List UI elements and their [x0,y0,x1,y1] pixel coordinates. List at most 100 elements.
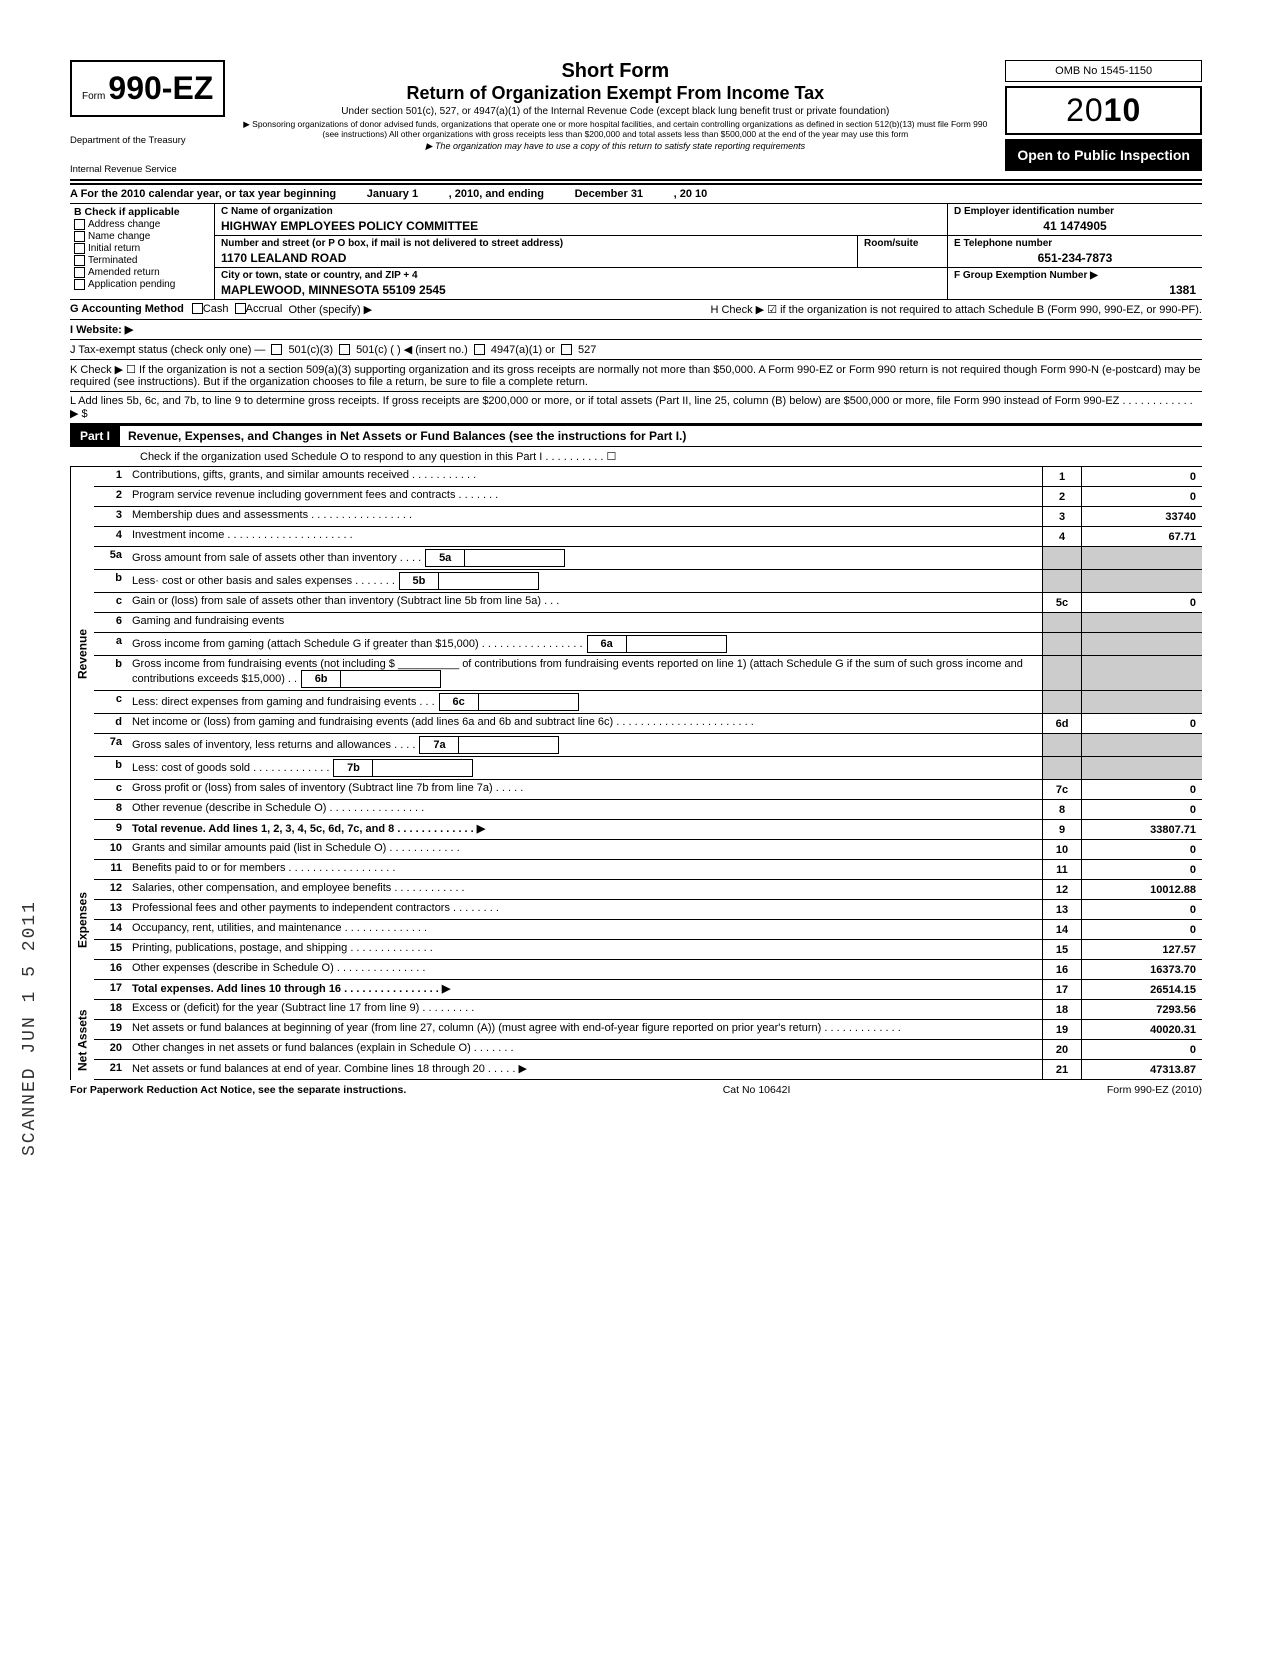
line-num-b: b [94,656,128,690]
line-num-1: 1 [94,467,128,486]
cash-label: Cash [203,303,229,316]
line-2: 2Program service revenue including gover… [94,487,1202,507]
section-b-item-3: Terminated [74,255,210,266]
amt-box-1: 1 [1042,467,1082,486]
line-desc-a: Gross income from gaming (attach Schedul… [128,633,1042,655]
netassets-side-label: Net Assets [70,1000,94,1080]
line-b: bLess· cost or other basis and sales exp… [94,570,1202,593]
line-num-11: 11 [94,860,128,879]
527-checkbox[interactable] [561,344,572,355]
section-b-item-4: Amended return [74,267,210,278]
cash-checkbox[interactable] [192,303,203,314]
right-header: OMB No 1545-1150 2010 Open to Public Ins… [1005,60,1202,175]
section-b-label-1: Name change [88,231,150,242]
section-b-label-3: Terminated [88,255,137,266]
section-b-checkbox-2[interactable] [74,243,85,254]
amt-box-19: 19 [1042,1020,1082,1039]
line-desc-6: Gaming and fundraising events [128,613,1042,632]
line-d: dNet income or (loss) from gaming and fu… [94,714,1202,734]
bcde-row: B Check if applicable Address changeName… [70,204,1202,300]
accrual-checkbox[interactable] [235,303,246,314]
amt-box-16: 16 [1042,960,1082,979]
section-b-label-2: Initial return [88,243,140,254]
section-b-checkbox-4[interactable] [74,267,85,278]
amt-val-15: 127.57 [1082,940,1202,959]
main-title: Return of Organization Exempt From Incom… [235,83,995,104]
section-def: D Employer identification number 41 1474… [947,204,1202,299]
copy-note: ▶ The organization may have to use a cop… [235,141,995,152]
line-a: aGross income from gaming (attach Schedu… [94,633,1202,656]
line-desc-c: Gain or (loss) from sale of assets other… [128,593,1042,612]
line-21: 21Net assets or fund balances at end of … [94,1060,1202,1080]
sub-val-6b [341,670,441,688]
form-number: 990-EZ [108,70,213,106]
amt-box-2: 2 [1042,487,1082,506]
netassets-section: Net Assets 18Excess or (deficit) for the… [70,1000,1202,1080]
sub-num-6c: 6c [439,693,479,711]
line-desc-15: Printing, publications, postage, and shi… [128,940,1042,959]
line-num-21: 21 [94,1060,128,1079]
line-desc-16: Other expenses (describe in Schedule O) … [128,960,1042,979]
sub-num-5b: 5b [399,572,439,590]
line-11: 11Benefits paid to or for members . . . … [94,860,1202,880]
amt-box-11: 11 [1042,860,1082,879]
amt-num-shade-b [1042,757,1082,779]
org-name-value: HIGHWAY EMPLOYEES POLICY COMMITTEE [221,219,941,233]
line-desc-13: Professional fees and other payments to … [128,900,1042,919]
amt-val-3: 33740 [1082,507,1202,526]
amt-val-19: 40020.31 [1082,1020,1202,1039]
amt-num-shade-a [1042,633,1082,655]
line-desc-19: Net assets or fund balances at beginning… [128,1020,1042,1039]
amt-val-17: 26514.15 [1082,980,1202,999]
footer-mid: Cat No 10642I [723,1084,791,1096]
line-3: 3Membership dues and assessments . . . .… [94,507,1202,527]
footer-row: For Paperwork Reduction Act Notice, see … [70,1080,1202,1096]
line-num-5a: 5a [94,547,128,569]
expenses-side-label: Expenses [70,840,94,1000]
amt-box-10: 10 [1042,840,1082,859]
line-6: 6Gaming and fundraising events [94,613,1202,633]
line-desc-b: Less· cost or other basis and sales expe… [128,570,1042,592]
amt-val-shade-b [1082,656,1202,690]
line-num-d: d [94,714,128,733]
revenue-section: Revenue 1Contributions, gifts, grants, a… [70,467,1202,840]
501c-checkbox[interactable] [339,344,350,355]
sub-val-7b [373,759,473,777]
line-num-3: 3 [94,507,128,526]
section-b-checkbox-1[interactable] [74,231,85,242]
amt-box-4: 4 [1042,527,1082,546]
title-block: Short Form Return of Organization Exempt… [225,60,1005,175]
section-b-checkbox-0[interactable] [74,219,85,230]
accrual-label: Accrual [246,303,283,316]
amt-box-6d: 6d [1042,714,1082,733]
line-num-13: 13 [94,900,128,919]
tax-year-box: 2010 [1005,86,1202,135]
line-desc-14: Occupancy, rent, utilities, and maintena… [128,920,1042,939]
amt-num-blank-6 [1042,613,1082,632]
sub-num-7b: 7b [333,759,373,777]
section-b-checkbox-3[interactable] [74,255,85,266]
amt-val-21: 47313.87 [1082,1060,1202,1079]
amt-val-8: 0 [1082,800,1202,819]
amt-val-7c: 0 [1082,780,1202,799]
amt-val-shade-a [1082,633,1202,655]
line-8: 8Other revenue (describe in Schedule O) … [94,800,1202,820]
amt-val-4: 67.71 [1082,527,1202,546]
line-num-18: 18 [94,1000,128,1019]
501c3-checkbox[interactable] [271,344,282,355]
amt-val-14: 0 [1082,920,1202,939]
line-10: 10Grants and similar amounts paid (list … [94,840,1202,860]
form-number-box: Form 990-EZ [70,60,225,117]
amt-val-6d: 0 [1082,714,1202,733]
sub-val-5a [465,549,565,567]
line-desc-9: Total revenue. Add lines 1, 2, 3, 4, 5c,… [128,820,1042,839]
sub-val-7a [459,736,559,754]
line-num-19: 19 [94,1020,128,1039]
line-num-16: 16 [94,960,128,979]
section-b-checkbox-5[interactable] [74,279,85,290]
sub-num-6a: 6a [587,635,627,653]
dept-treasury: Department of the Treasury [70,135,225,146]
4947-checkbox[interactable] [474,344,485,355]
section-b-item-5: Application pending [74,279,210,290]
grp-label: F Group Exemption Number ▶ [954,270,1196,281]
